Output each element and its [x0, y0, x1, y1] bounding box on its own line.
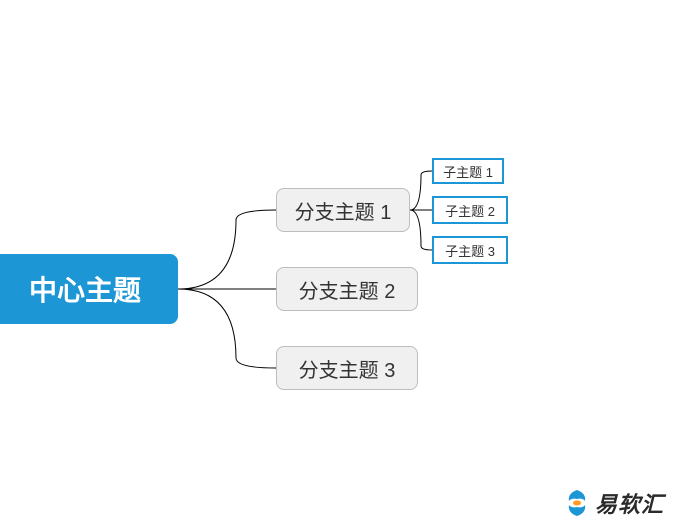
mindmap-canvas: 中心主题 分支主题 1 分支主题 2 分支主题 3 子主题 1 子主题 2 子主…: [0, 0, 678, 529]
sub-topic-3[interactable]: 子主题 3: [432, 236, 508, 264]
branch-topic-label: 分支主题 1: [295, 196, 392, 225]
connector: [178, 210, 276, 289]
sub-topic-2[interactable]: 子主题 2: [432, 196, 508, 224]
watermark: 易软汇: [565, 487, 664, 519]
branch-topic-1[interactable]: 分支主题 1: [276, 188, 410, 232]
branch-topic-label: 分支主题 2: [299, 275, 396, 304]
connector: [410, 210, 432, 250]
brand-logo-icon: [565, 489, 589, 517]
root-topic[interactable]: 中心主题: [0, 254, 178, 324]
sub-topic-1[interactable]: 子主题 1: [432, 158, 504, 184]
connector: [410, 171, 432, 210]
sub-topic-label: 子主题 1: [443, 162, 493, 181]
root-topic-label: 中心主题: [29, 269, 141, 309]
branch-topic-2[interactable]: 分支主题 2: [276, 267, 418, 311]
connector: [178, 289, 276, 368]
branch-topic-3[interactable]: 分支主题 3: [276, 346, 418, 390]
branch-topic-label: 分支主题 3: [299, 354, 396, 383]
sub-topic-label: 子主题 3: [445, 241, 495, 260]
sub-topic-label: 子主题 2: [445, 201, 495, 220]
brand-text: 易软汇: [595, 487, 664, 519]
